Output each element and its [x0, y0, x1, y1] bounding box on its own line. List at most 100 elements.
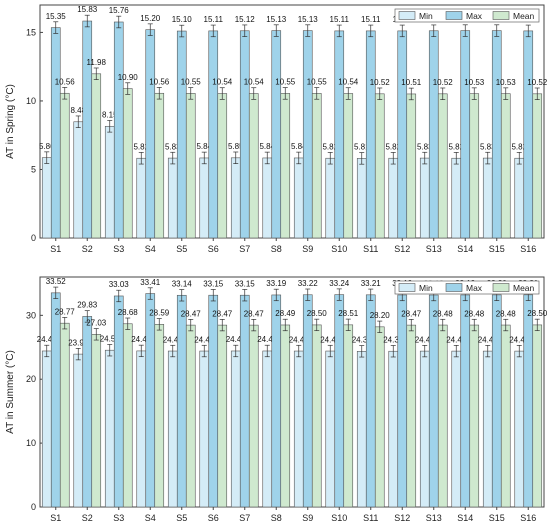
data-label: 11.98 [87, 58, 107, 67]
bar-mean [500, 324, 511, 508]
bar-max [523, 30, 534, 239]
data-label: 24.42 [257, 335, 278, 344]
data-label: 10.54 [212, 78, 233, 87]
data-label: 28.77 [55, 307, 76, 316]
bar-mean [59, 322, 70, 508]
bar-mean [185, 324, 196, 508]
data-label: 10.52 [527, 78, 548, 87]
bar-min [199, 157, 210, 239]
x-tick-label: S2 [82, 513, 93, 523]
bars: 5.86 15.35 10.56 8.48 15.83 11.98 8.15 15.76 10.… [39, 5, 548, 239]
bar-mean [374, 93, 385, 239]
x-tick-label: S16 [520, 244, 536, 254]
bar-max [176, 30, 187, 239]
data-label: 28.48 [433, 309, 454, 318]
data-label: 33.22 [298, 279, 319, 288]
data-label: 5.83 [165, 142, 181, 151]
bar-min [451, 350, 462, 508]
bar-min [388, 157, 399, 239]
data-label: 28.49 [275, 309, 296, 318]
bar-mean [311, 324, 322, 508]
bar-min [419, 350, 430, 508]
bar-mean [248, 93, 259, 239]
data-label: 15.11 [204, 15, 224, 24]
y-tick-label: 5 [31, 164, 36, 174]
bar-max [460, 294, 471, 508]
data-label: 33.15 [235, 279, 256, 288]
data-label: 24.41 [289, 335, 310, 344]
data-label: 24.41 [320, 335, 341, 344]
bar-max [271, 294, 282, 508]
data-label: 15.76 [109, 6, 130, 15]
bar-min [136, 350, 147, 508]
data-label: 15.10 [172, 15, 193, 24]
bar-max [428, 30, 439, 239]
data-label: 10.55 [275, 78, 296, 87]
y-tick-label: 20 [26, 374, 36, 384]
x-tick-label: S12 [394, 244, 410, 254]
legend-label: Max [466, 283, 483, 293]
data-label: 24.54 [100, 334, 121, 343]
x-tick-label: S11 [363, 513, 378, 523]
x-tick-label: S1 [50, 244, 61, 254]
legend-label: Max [466, 11, 483, 21]
bar-min [325, 157, 336, 239]
x-tick-label: S14 [457, 244, 473, 254]
data-label: 33.24 [329, 279, 350, 288]
x-tick-label: S9 [302, 513, 313, 523]
bar-min [514, 350, 525, 508]
data-label: 8.15 [102, 110, 118, 119]
bar-mean [343, 324, 354, 508]
bar-max [82, 20, 93, 239]
data-label: 24.40 [509, 335, 530, 344]
data-label: 5.82 [511, 142, 527, 151]
data-label: 5.85 [228, 142, 244, 151]
x-tick-label: S6 [208, 244, 219, 254]
data-label: 15.35 [46, 12, 67, 21]
bar-max [428, 294, 439, 508]
data-label: 10.55 [181, 78, 202, 87]
data-label: 10.56 [149, 77, 170, 86]
bar-mean [154, 324, 165, 508]
bar-mean [500, 93, 511, 239]
bar-max [460, 30, 471, 239]
bar-mean [59, 92, 70, 239]
data-label: 24.40 [478, 335, 499, 344]
data-label: 28.47 [181, 309, 202, 318]
x-tick-label: S3 [113, 513, 124, 523]
x-tick-label: S15 [489, 244, 505, 254]
bar-max [50, 27, 61, 239]
data-label: 5.84 [196, 142, 212, 151]
bar-max [365, 294, 376, 508]
bar-mean [280, 93, 291, 239]
bar-max [208, 30, 219, 239]
bar-min [356, 158, 367, 239]
bar-mean [532, 93, 543, 239]
data-label: 15.13 [266, 15, 287, 24]
x-tick-label: S13 [426, 513, 442, 523]
data-label: 5.83 [480, 142, 496, 151]
data-label: 24.40 [446, 335, 467, 344]
bar-max [176, 294, 187, 508]
legend-swatch-min [398, 11, 416, 20]
x-tick-label: S7 [239, 513, 250, 523]
bar-max [491, 294, 502, 508]
bar-max [271, 30, 282, 239]
bar-min [230, 157, 241, 239]
bar-mean [406, 93, 417, 239]
data-label: 27.03 [86, 319, 107, 328]
plot-frame [39, 276, 545, 508]
bar-max [397, 30, 408, 239]
bar-mean [532, 324, 543, 508]
bar-min [482, 350, 493, 508]
legend: Min Max Mean [394, 280, 540, 295]
bar-max [365, 30, 376, 239]
bar-mean [154, 92, 165, 239]
bar-min [73, 121, 84, 239]
bar-min [104, 125, 115, 239]
bar-mean [122, 88, 133, 239]
bar-min [262, 350, 273, 508]
x-tick-label: S11 [363, 244, 378, 254]
bar-min [356, 351, 367, 508]
data-label: 10.51 [401, 78, 422, 87]
